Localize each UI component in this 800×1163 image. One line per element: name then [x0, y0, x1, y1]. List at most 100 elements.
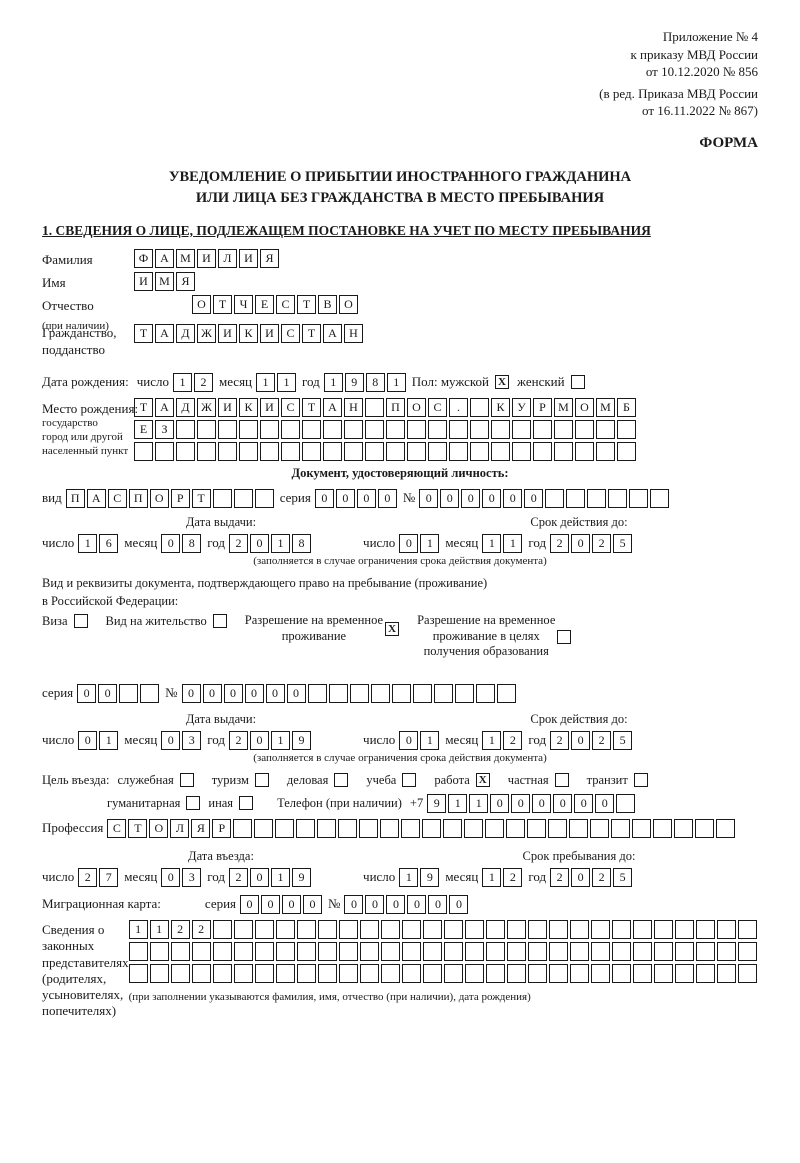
char-box-blank[interactable] — [633, 920, 652, 939]
char-box-blank[interactable] — [318, 942, 337, 961]
char-box[interactable]: Т — [192, 489, 211, 508]
char-box[interactable]: 8 — [366, 373, 385, 392]
char-box-blank[interactable] — [302, 420, 321, 439]
char-box-blank[interactable] — [134, 442, 153, 461]
char-box-blank[interactable] — [365, 420, 384, 439]
char-box-blank[interactable] — [428, 442, 447, 461]
legal-rep-boxes-row3[interactable] — [129, 964, 759, 983]
char-box[interactable]: П — [386, 398, 405, 417]
char-box[interactable]: 0 — [461, 489, 480, 508]
char-box[interactable]: О — [149, 819, 168, 838]
char-box[interactable]: О — [150, 489, 169, 508]
char-box[interactable]: 0 — [224, 684, 243, 703]
char-box-blank[interactable] — [491, 420, 510, 439]
char-box-blank[interactable] — [629, 489, 648, 508]
char-box-blank[interactable] — [616, 794, 635, 813]
char-box-blank[interactable] — [464, 819, 483, 838]
char-box[interactable]: 0 — [240, 895, 259, 914]
char-box[interactable]: П — [129, 489, 148, 508]
char-box[interactable]: 0 — [449, 895, 468, 914]
char-box[interactable]: Е — [134, 420, 153, 439]
char-box-blank[interactable] — [155, 442, 174, 461]
char-box[interactable]: Б — [617, 398, 636, 417]
char-box[interactable]: А — [323, 398, 342, 417]
char-box[interactable]: 9 — [345, 373, 364, 392]
char-box-blank[interactable] — [407, 442, 426, 461]
goal-rabota-checkbox[interactable]: X — [476, 773, 490, 787]
char-box[interactable]: 2 — [550, 868, 569, 887]
char-box-blank[interactable] — [360, 920, 379, 939]
char-box-blank[interactable] — [213, 489, 232, 508]
char-box[interactable]: 1 — [482, 731, 501, 750]
char-box[interactable]: 2 — [592, 731, 611, 750]
char-box[interactable]: К — [239, 324, 258, 343]
char-box-blank[interactable] — [570, 964, 589, 983]
char-box[interactable]: 0 — [503, 489, 522, 508]
char-box-blank[interactable] — [423, 964, 442, 983]
char-box[interactable]: Т — [128, 819, 147, 838]
char-box-blank[interactable] — [276, 964, 295, 983]
goal-gumanitarnaya-checkbox[interactable] — [186, 796, 200, 810]
char-box[interactable]: 2 — [194, 373, 213, 392]
char-box-blank[interactable] — [444, 942, 463, 961]
char-box-blank[interactable] — [386, 442, 405, 461]
goal-inaya-checkbox[interactable] — [239, 796, 253, 810]
char-box[interactable]: 8 — [292, 534, 311, 553]
razr-obrazovanie-checkbox[interactable] — [557, 630, 571, 644]
char-box-blank[interactable] — [675, 920, 694, 939]
goal-tranzit-checkbox[interactable] — [634, 773, 648, 787]
char-box-blank[interactable] — [612, 964, 631, 983]
char-box-blank[interactable] — [254, 819, 273, 838]
char-box-blank[interactable] — [653, 819, 672, 838]
char-box[interactable]: С — [281, 324, 300, 343]
char-box-blank[interactable] — [596, 420, 615, 439]
char-box[interactable]: О — [575, 398, 594, 417]
char-box-blank[interactable] — [570, 942, 589, 961]
char-box[interactable]: 1 — [399, 868, 418, 887]
char-box-blank[interactable] — [696, 942, 715, 961]
char-box[interactable]: 1 — [271, 731, 290, 750]
char-box-blank[interactable] — [470, 442, 489, 461]
char-box[interactable]: Р — [171, 489, 190, 508]
char-box-blank[interactable] — [497, 684, 516, 703]
char-box-blank[interactable] — [360, 942, 379, 961]
char-box[interactable]: 3 — [182, 731, 201, 750]
char-box[interactable]: 0 — [482, 489, 501, 508]
char-box-blank[interactable] — [738, 942, 757, 961]
char-box-blank[interactable] — [485, 819, 504, 838]
char-box[interactable]: 0 — [532, 794, 551, 813]
goal-sluzhebnaya-checkbox[interactable] — [180, 773, 194, 787]
char-box[interactable]: А — [155, 324, 174, 343]
char-box[interactable]: 0 — [419, 489, 438, 508]
char-box[interactable]: Д — [176, 398, 195, 417]
char-box-blank[interactable] — [596, 442, 615, 461]
char-box[interactable]: 0 — [250, 868, 269, 887]
char-box[interactable]: 9 — [292, 868, 311, 887]
char-box-blank[interactable] — [318, 964, 337, 983]
char-box-blank[interactable] — [548, 819, 567, 838]
char-box[interactable]: П — [66, 489, 85, 508]
goal-turizm-checkbox[interactable] — [255, 773, 269, 787]
razr-vrem-prozh-checkbox[interactable]: X — [385, 622, 399, 636]
char-box-blank[interactable] — [381, 964, 400, 983]
char-box-blank[interactable] — [696, 920, 715, 939]
char-box-blank[interactable] — [554, 442, 573, 461]
char-box[interactable]: 0 — [161, 868, 180, 887]
char-box[interactable]: И — [218, 324, 237, 343]
char-box-blank[interactable] — [569, 819, 588, 838]
